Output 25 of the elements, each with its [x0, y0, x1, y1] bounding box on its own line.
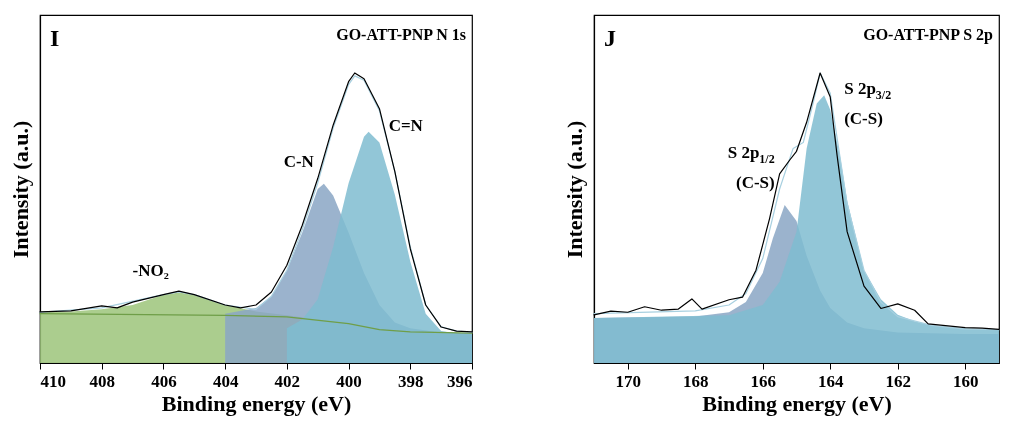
- x-tick-label: 398: [398, 371, 424, 391]
- y-axis-title: Intensity (a.u.): [561, 120, 587, 259]
- x-tick-label: 166: [750, 371, 776, 391]
- x-axis-title: Binding energy (eV): [702, 390, 892, 416]
- x-tick-label: 410: [40, 371, 66, 391]
- x-axis-title: Binding energy (eV): [161, 390, 352, 416]
- x-tick-label: 164: [818, 371, 844, 391]
- x-tick-label: 160: [953, 371, 979, 391]
- x-tick-label: 396: [447, 371, 473, 391]
- text: I: [50, 25, 60, 51]
- chart-title: GO-ATT-PNP N 1s: [336, 26, 466, 43]
- chart-title: GO-ATT-PNP S 2p: [863, 26, 994, 44]
- x-tick-label: 406: [151, 371, 177, 391]
- x-tick-label: 170: [615, 371, 641, 391]
- y-axis-title: Intensity (a.u.): [7, 120, 33, 259]
- x-tick-label: 400: [336, 371, 362, 391]
- x-tick-label: 408: [89, 371, 115, 391]
- series-label: C-N: [283, 151, 315, 171]
- x-tick-label: 162: [885, 371, 911, 391]
- series-label: -NO₂: [132, 260, 169, 280]
- x-tick-label: 404: [212, 371, 239, 391]
- text: J: [604, 25, 616, 51]
- series-label: C=N: [388, 115, 424, 135]
- x-tick-label: 402: [274, 371, 301, 391]
- x-tick-label: 168: [683, 371, 709, 391]
